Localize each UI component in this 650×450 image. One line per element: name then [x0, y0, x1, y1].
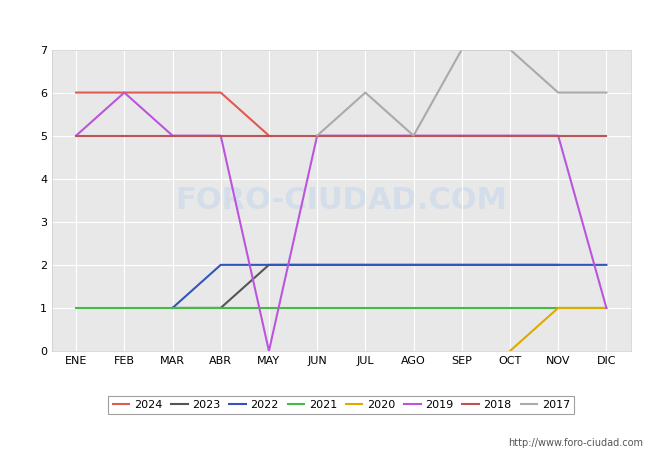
Text: Afiliados en Castrojimeno a 31/5/2024: Afiliados en Castrojimeno a 31/5/2024 — [179, 13, 471, 28]
Text: FORO-CIUDAD.COM: FORO-CIUDAD.COM — [176, 186, 507, 215]
Text: http://www.foro-ciudad.com: http://www.foro-ciudad.com — [508, 438, 644, 448]
Legend: 2024, 2023, 2022, 2021, 2020, 2019, 2018, 2017: 2024, 2023, 2022, 2021, 2020, 2019, 2018… — [108, 396, 575, 414]
